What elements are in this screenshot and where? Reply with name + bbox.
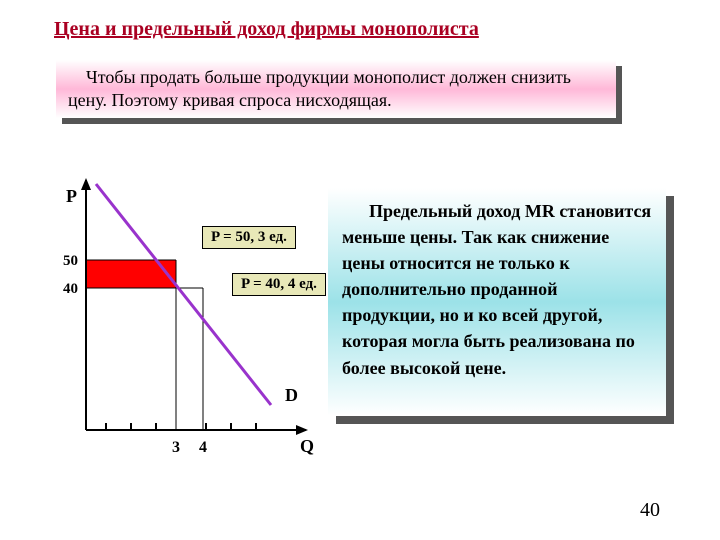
svg-text:40: 40 [63, 281, 78, 297]
slide-title: Цена и предельный доход фирмы монополист… [54, 18, 479, 41]
svg-text:Q: Q [300, 436, 314, 456]
svg-text:50: 50 [63, 253, 78, 269]
demand-chart: 3 4 50 40 D P Q P = 50, 3 ед. P = 40, 4 ед. [56, 160, 326, 460]
svg-text:D: D [285, 385, 298, 405]
price-callout-40: P = 40, 4 ед. [232, 273, 326, 296]
page-number: 40 [640, 499, 660, 522]
cyan-callout: Предельный доход MR становится меньше це… [328, 188, 666, 416]
svg-text:4: 4 [199, 439, 207, 456]
price-callout-50: P = 50, 3 ед. [202, 226, 296, 249]
chart-svg: 3 4 50 40 D P Q [56, 160, 326, 460]
svg-text:3: 3 [172, 439, 180, 456]
svg-text:P: P [66, 186, 77, 206]
pink-callout: Чтобы продать больше продукции монополис… [56, 60, 616, 118]
